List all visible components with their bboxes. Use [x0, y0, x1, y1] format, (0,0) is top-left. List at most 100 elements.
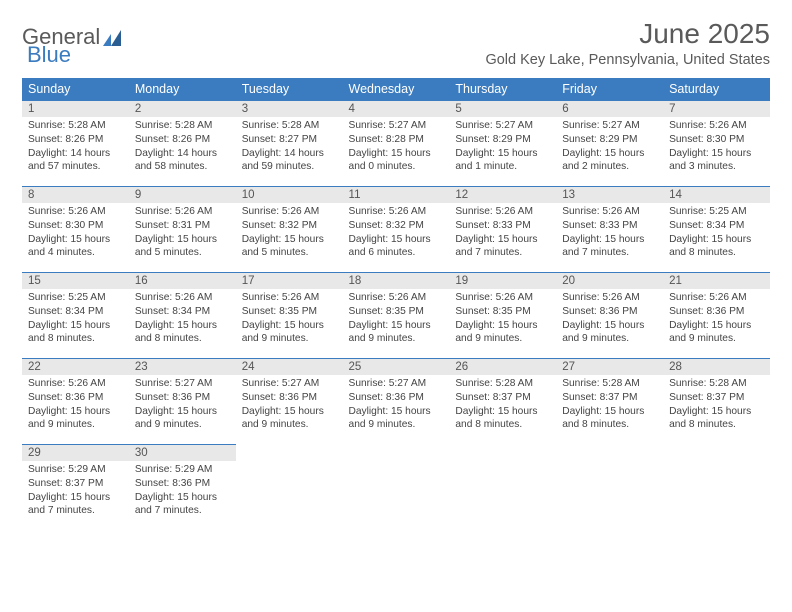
sunset-text: Sunset: 8:34 PM — [135, 305, 230, 319]
daylight-text-1: Daylight: 14 hours — [28, 147, 123, 161]
day-details: Sunrise: 5:28 AMSunset: 8:27 PMDaylight:… — [236, 117, 343, 178]
calendar-day-cell: 20Sunrise: 5:26 AMSunset: 8:36 PMDayligh… — [556, 272, 663, 358]
sunset-text: Sunset: 8:27 PM — [242, 133, 337, 147]
sunset-text: Sunset: 8:37 PM — [455, 391, 550, 405]
calendar-day-cell — [343, 444, 450, 530]
day-number: 29 — [22, 444, 129, 461]
sunrise-text: Sunrise: 5:26 AM — [669, 119, 764, 133]
day-number: 9 — [129, 186, 236, 203]
day-details: Sunrise: 5:28 AMSunset: 8:37 PMDaylight:… — [556, 375, 663, 436]
daylight-text-2: and 8 minutes. — [669, 246, 764, 260]
daylight-text-1: Daylight: 15 hours — [349, 233, 444, 247]
day-details: Sunrise: 5:25 AMSunset: 8:34 PMDaylight:… — [663, 203, 770, 264]
sunset-text: Sunset: 8:36 PM — [135, 477, 230, 491]
day-details: Sunrise: 5:26 AMSunset: 8:36 PMDaylight:… — [556, 289, 663, 350]
day-number: 26 — [449, 358, 556, 375]
daylight-text-1: Daylight: 15 hours — [135, 319, 230, 333]
sunset-text: Sunset: 8:35 PM — [349, 305, 444, 319]
calendar-day-cell: 30Sunrise: 5:29 AMSunset: 8:36 PMDayligh… — [129, 444, 236, 530]
daylight-text-1: Daylight: 15 hours — [135, 405, 230, 419]
daylight-text-2: and 9 minutes. — [242, 418, 337, 432]
day-number: 20 — [556, 272, 663, 289]
daylight-text-2: and 9 minutes. — [669, 332, 764, 346]
sunrise-text: Sunrise: 5:26 AM — [562, 205, 657, 219]
day-number: 25 — [343, 358, 450, 375]
daylight-text-2: and 9 minutes. — [242, 332, 337, 346]
daylight-text-2: and 5 minutes. — [135, 246, 230, 260]
weekday-header: Wednesday — [343, 78, 450, 100]
day-details: Sunrise: 5:27 AMSunset: 8:36 PMDaylight:… — [129, 375, 236, 436]
daylight-text-2: and 3 minutes. — [669, 160, 764, 174]
day-number: 14 — [663, 186, 770, 203]
day-details: Sunrise: 5:26 AMSunset: 8:31 PMDaylight:… — [129, 203, 236, 264]
day-details: Sunrise: 5:26 AMSunset: 8:34 PMDaylight:… — [129, 289, 236, 350]
day-number: 5 — [449, 100, 556, 117]
sunrise-text: Sunrise: 5:27 AM — [562, 119, 657, 133]
weekday-header: Friday — [556, 78, 663, 100]
weekday-header: Thursday — [449, 78, 556, 100]
sunset-text: Sunset: 8:34 PM — [28, 305, 123, 319]
calendar-day-cell — [449, 444, 556, 530]
day-details: Sunrise: 5:25 AMSunset: 8:34 PMDaylight:… — [22, 289, 129, 350]
day-details: Sunrise: 5:28 AMSunset: 8:26 PMDaylight:… — [129, 117, 236, 178]
calendar-day-cell: 11Sunrise: 5:26 AMSunset: 8:32 PMDayligh… — [343, 186, 450, 272]
calendar-day-cell: 7Sunrise: 5:26 AMSunset: 8:30 PMDaylight… — [663, 100, 770, 186]
daylight-text-2: and 8 minutes. — [135, 332, 230, 346]
daylight-text-2: and 58 minutes. — [135, 160, 230, 174]
sunset-text: Sunset: 8:31 PM — [135, 219, 230, 233]
day-details: Sunrise: 5:28 AMSunset: 8:37 PMDaylight:… — [449, 375, 556, 436]
sunrise-text: Sunrise: 5:26 AM — [455, 205, 550, 219]
sunrise-text: Sunrise: 5:28 AM — [242, 119, 337, 133]
day-number: 7 — [663, 100, 770, 117]
daylight-text-1: Daylight: 15 hours — [28, 233, 123, 247]
calendar-day-cell — [663, 444, 770, 530]
day-number: 4 — [343, 100, 450, 117]
daylight-text-2: and 6 minutes. — [349, 246, 444, 260]
daylight-text-2: and 9 minutes. — [455, 332, 550, 346]
daylight-text-2: and 8 minutes. — [455, 418, 550, 432]
sunset-text: Sunset: 8:37 PM — [669, 391, 764, 405]
calendar-day-cell: 17Sunrise: 5:26 AMSunset: 8:35 PMDayligh… — [236, 272, 343, 358]
calendar-day-cell: 5Sunrise: 5:27 AMSunset: 8:29 PMDaylight… — [449, 100, 556, 186]
sunset-text: Sunset: 8:26 PM — [28, 133, 123, 147]
day-number: 19 — [449, 272, 556, 289]
calendar-day-cell: 22Sunrise: 5:26 AMSunset: 8:36 PMDayligh… — [22, 358, 129, 444]
sunrise-text: Sunrise: 5:25 AM — [28, 291, 123, 305]
sunset-text: Sunset: 8:32 PM — [242, 219, 337, 233]
sunset-text: Sunset: 8:32 PM — [349, 219, 444, 233]
calendar-day-cell: 1Sunrise: 5:28 AMSunset: 8:26 PMDaylight… — [22, 100, 129, 186]
sunset-text: Sunset: 8:37 PM — [562, 391, 657, 405]
daylight-text-1: Daylight: 15 hours — [135, 233, 230, 247]
sunrise-text: Sunrise: 5:26 AM — [135, 291, 230, 305]
daylight-text-1: Daylight: 15 hours — [562, 405, 657, 419]
sunrise-text: Sunrise: 5:27 AM — [349, 119, 444, 133]
sunrise-text: Sunrise: 5:26 AM — [349, 205, 444, 219]
calendar-day-cell: 21Sunrise: 5:26 AMSunset: 8:36 PMDayligh… — [663, 272, 770, 358]
day-details: Sunrise: 5:26 AMSunset: 8:32 PMDaylight:… — [236, 203, 343, 264]
calendar-day-cell: 9Sunrise: 5:26 AMSunset: 8:31 PMDaylight… — [129, 186, 236, 272]
day-details: Sunrise: 5:26 AMSunset: 8:30 PMDaylight:… — [663, 117, 770, 178]
daylight-text-1: Daylight: 15 hours — [242, 319, 337, 333]
calendar-day-cell: 6Sunrise: 5:27 AMSunset: 8:29 PMDaylight… — [556, 100, 663, 186]
sunrise-text: Sunrise: 5:27 AM — [242, 377, 337, 391]
calendar-day-cell: 25Sunrise: 5:27 AMSunset: 8:36 PMDayligh… — [343, 358, 450, 444]
day-number: 30 — [129, 444, 236, 461]
calendar-day-cell: 29Sunrise: 5:29 AMSunset: 8:37 PMDayligh… — [22, 444, 129, 530]
day-number: 3 — [236, 100, 343, 117]
sunset-text: Sunset: 8:36 PM — [28, 391, 123, 405]
sunset-text: Sunset: 8:30 PM — [28, 219, 123, 233]
weekday-header: Monday — [129, 78, 236, 100]
daylight-text-2: and 8 minutes. — [28, 332, 123, 346]
day-details: Sunrise: 5:26 AMSunset: 8:30 PMDaylight:… — [22, 203, 129, 264]
sunrise-text: Sunrise: 5:29 AM — [135, 463, 230, 477]
day-details: Sunrise: 5:27 AMSunset: 8:36 PMDaylight:… — [343, 375, 450, 436]
daylight-text-1: Daylight: 15 hours — [349, 405, 444, 419]
sunrise-text: Sunrise: 5:28 AM — [669, 377, 764, 391]
day-details: Sunrise: 5:27 AMSunset: 8:29 PMDaylight:… — [556, 117, 663, 178]
sunrise-text: Sunrise: 5:26 AM — [562, 291, 657, 305]
calendar-day-cell: 18Sunrise: 5:26 AMSunset: 8:35 PMDayligh… — [343, 272, 450, 358]
sunset-text: Sunset: 8:34 PM — [669, 219, 764, 233]
sunset-text: Sunset: 8:35 PM — [455, 305, 550, 319]
daylight-text-1: Daylight: 15 hours — [28, 405, 123, 419]
day-number: 2 — [129, 100, 236, 117]
